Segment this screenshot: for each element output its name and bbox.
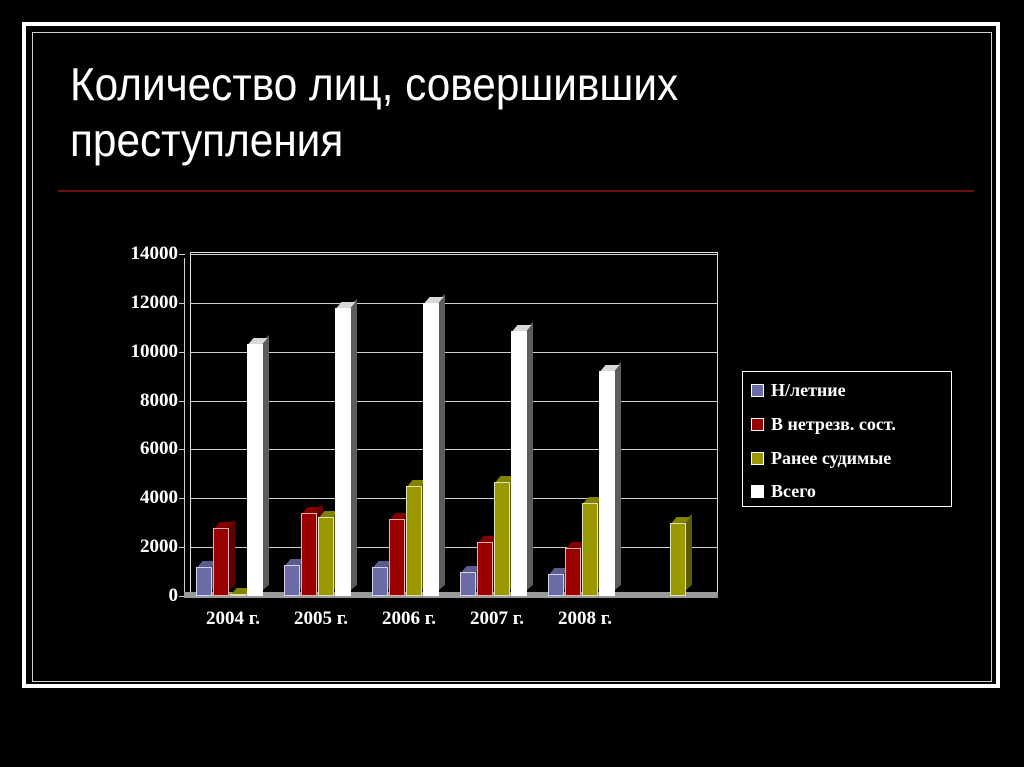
gridline (190, 254, 718, 255)
bar-н-летние (548, 564, 570, 596)
bar-н-летние (460, 562, 482, 596)
bar-всего (335, 298, 357, 596)
bar-в-нетрезв-сост- (301, 503, 323, 596)
y-tick-label: 4000 (140, 487, 178, 509)
x-tick-label: 2004 г. (206, 608, 260, 629)
bar-ранее-судимые (406, 477, 428, 596)
slide-title-line-1: Количество лиц, совершивших (70, 58, 679, 110)
y-tick-mark (179, 547, 185, 549)
legend-swatch-icon (751, 451, 764, 465)
y-tick-label: 8000 (140, 389, 178, 411)
y-axis (184, 258, 185, 598)
x-tick-label: 2007 г. (470, 608, 524, 629)
legend-item-total: Всего (751, 479, 816, 503)
y-tick-mark (179, 498, 185, 500)
x-tick-label: 2008 г. (558, 608, 612, 629)
bar-всего (511, 321, 533, 596)
legend-label: Всего (771, 480, 816, 501)
bar-ранее-судимые (494, 473, 516, 596)
legend-item-previously-convicted: Ранее судимые (751, 446, 891, 470)
chart-floor (184, 592, 718, 598)
slide-inner-frame (32, 32, 992, 682)
y-tick-label: 10000 (130, 340, 179, 362)
y-tick-mark (179, 254, 185, 255)
bar-в-нетрезв-сост- (389, 510, 411, 596)
gridline (190, 449, 718, 451)
y-tick-mark (179, 449, 185, 451)
y-tick-mark (179, 400, 185, 402)
slide-title-line-2: преступления (70, 114, 344, 166)
bar-ранее-судимые (582, 494, 604, 596)
bar-всего (423, 293, 445, 596)
y-tick-label: 14000 (130, 243, 179, 264)
chart-legend: Н/летние В нетрезв. сост. Ранее судимые … (742, 371, 952, 507)
gridline (190, 547, 718, 549)
bar-в-нетрезв-сост- (565, 539, 587, 596)
legend-label: Н/летние (771, 379, 846, 400)
y-tick-label: 0 (168, 585, 179, 606)
y-tick-label: 12000 (130, 291, 179, 313)
y-tick-mark (179, 351, 185, 353)
bar-всего (247, 335, 269, 596)
title-divider (58, 190, 974, 192)
legend-item-intoxicated: В нетрезв. сост. (751, 412, 896, 436)
bar-в-нетрезв-сост- (477, 533, 499, 596)
bar-ранее-судимые (670, 513, 692, 596)
x-tick-label: 2006 г. (382, 608, 436, 629)
legend-swatch-icon (751, 417, 764, 431)
bar-всего (599, 362, 621, 596)
bar-ранее-судимые (318, 507, 340, 596)
bar-ранее-судимые (230, 584, 252, 596)
legend-swatch-icon (751, 484, 764, 498)
legend-swatch-icon (751, 383, 764, 397)
gridline (190, 302, 718, 304)
bar-в-нетрезв-сост- (213, 518, 235, 596)
x-tick-label: 2005 г. (294, 608, 348, 629)
gridline (190, 351, 718, 353)
y-tick-mark (179, 302, 185, 304)
legend-label: Ранее судимые (771, 447, 892, 468)
legend-label: В нетрезв. сост. (771, 413, 896, 434)
gridline (190, 400, 718, 402)
y-tick-label: 2000 (140, 536, 178, 558)
y-tick-label: 6000 (140, 438, 178, 460)
bar-н-летние (196, 557, 218, 596)
slide-title: Количество лиц, совершивших преступления (70, 56, 880, 168)
bar-н-летние (284, 556, 306, 596)
slide-outer-frame (22, 22, 1000, 688)
gridline (190, 498, 718, 500)
y-tick-mark (179, 596, 185, 597)
bar-н-летние (372, 557, 394, 596)
legend-item-minors: Н/летние (751, 378, 846, 402)
